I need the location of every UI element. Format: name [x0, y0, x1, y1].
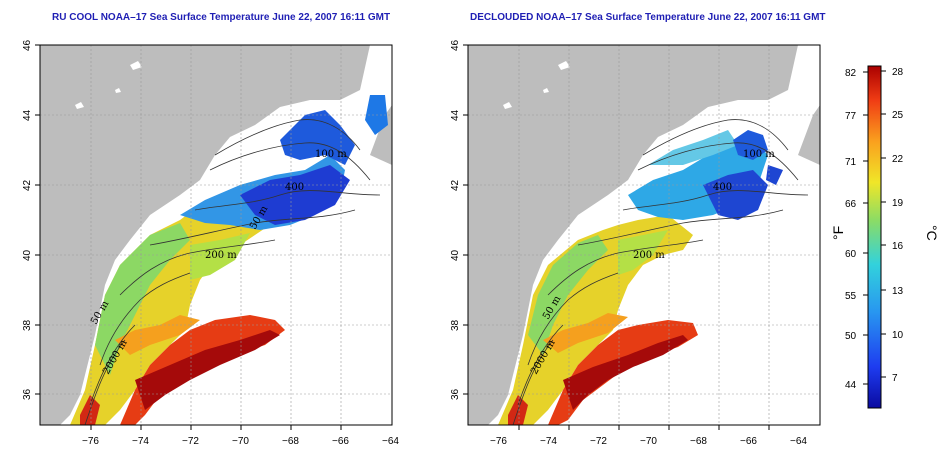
right-ytick-46: 46	[450, 39, 461, 51]
left-xtick-66: −66	[332, 436, 349, 447]
colorbar-celsius-label: °C	[924, 225, 940, 241]
right-xtick-64: −64	[790, 436, 807, 447]
left-xtick-76: −76	[82, 436, 99, 447]
right-graticule	[468, 45, 820, 425]
colorbar-c-tick-10: 10	[892, 330, 904, 341]
left-xtick-64: −64	[382, 436, 399, 447]
right-xtick-70: −70	[640, 436, 657, 447]
left-ytick-36: 36	[22, 388, 33, 400]
right-ytick-42: 42	[450, 179, 461, 191]
left-panel-title: RU COOL NOAA–17 Sea Surface Temperature …	[52, 12, 391, 23]
left-map: 100 m 200 m 50 m 2000 m 50 m 400	[39, 44, 393, 426]
left-ytick-40: 40	[22, 249, 33, 261]
right-contour-label-200m: 200 m	[633, 250, 665, 261]
colorbar-c-tick-16: 16	[892, 241, 904, 252]
colorbar-f-tick-50: 50	[845, 331, 857, 342]
colorbar-c-tick-25: 25	[892, 110, 904, 121]
colorbar-gradient	[867, 65, 882, 409]
left-contour-label-100m: 100 m	[315, 149, 347, 160]
left-xtick-72: −72	[182, 436, 199, 447]
left-ytick-46: 46	[22, 39, 33, 51]
left-contour-label-200m: 200 m	[205, 250, 237, 261]
right-map: 100 m 200 m 50 m 2000 m 400	[467, 44, 821, 426]
right-contour-label-400: 400	[713, 182, 732, 193]
colorbar-f-tick-60: 60	[845, 249, 857, 260]
colorbar-f-tick-77: 77	[845, 111, 857, 122]
colorbar-fahrenheit-label: °F	[830, 226, 846, 240]
left-map-frame	[39, 44, 393, 426]
colorbar-c-tick-13: 13	[892, 286, 904, 297]
right-ytick-40: 40	[450, 249, 461, 261]
left-xtick-68: −68	[282, 436, 299, 447]
colorbar: 44 50 55 60 66 71 77 82 7 10 13 16 19 22…	[830, 65, 940, 409]
right-xtick-68: −68	[690, 436, 707, 447]
right-xtick-74: −74	[540, 436, 557, 447]
right-xtick-66: −66	[740, 436, 757, 447]
right-map-frame	[467, 44, 821, 426]
colorbar-f-tick-55: 55	[845, 291, 857, 302]
left-xtick-74: −74	[132, 436, 149, 447]
left-axes: −76 −74 −72 −70 −68 −66 −64 36 38 40 42 …	[22, 39, 399, 447]
right-axes: −76 −74 −72 −70 −68 −66 −64 36 38 40 42 …	[450, 39, 807, 447]
left-contour-label-400: 400	[285, 182, 304, 193]
left-ytick-38: 38	[22, 319, 33, 331]
left-graticule	[40, 45, 392, 425]
right-xtick-72: −72	[590, 436, 607, 447]
colorbar-c-tick-22: 22	[892, 154, 904, 165]
colorbar-f-tick-44: 44	[845, 380, 857, 391]
colorbar-c-tick-7: 7	[892, 373, 898, 384]
right-contour-label-100m: 100 m	[743, 149, 775, 160]
colorbar-c-tick-28: 28	[892, 67, 904, 78]
left-xtick-70: −70	[232, 436, 249, 447]
right-ytick-44: 44	[450, 109, 461, 121]
right-ytick-38: 38	[450, 319, 461, 331]
right-ytick-36: 36	[450, 388, 461, 400]
right-panel-title: DECLOUDED NOAA–17 Sea Surface Temperatur…	[470, 12, 826, 23]
left-ytick-44: 44	[22, 109, 33, 121]
right-xtick-76: −76	[490, 436, 507, 447]
colorbar-c-tick-19: 19	[892, 198, 904, 209]
colorbar-f-tick-82: 82	[845, 68, 857, 79]
colorbar-f-tick-66: 66	[845, 199, 857, 210]
left-ytick-42: 42	[22, 179, 33, 191]
colorbar-f-tick-71: 71	[845, 157, 857, 168]
